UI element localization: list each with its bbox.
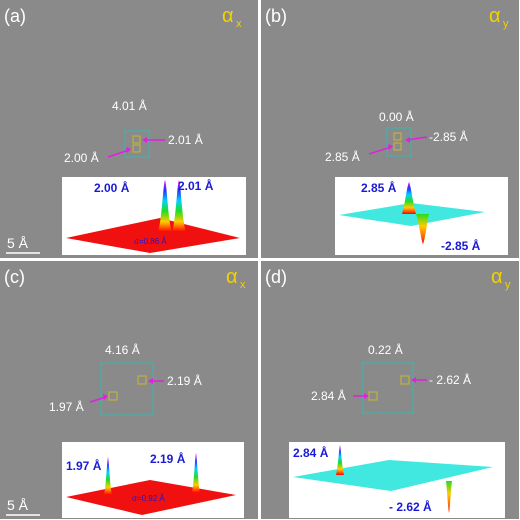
analysis-box: [100, 362, 154, 416]
arrow-left: [89, 396, 107, 403]
alpha-symbol: α: [491, 266, 503, 288]
alpha-subscript: y: [505, 279, 511, 291]
atom-marker-right: [137, 375, 147, 385]
analysis-box: [386, 127, 412, 157]
left-value: 2.85 Å: [325, 149, 360, 164]
panel-d: (d) α y 0.22 Å - 2.62 Å 2.84 Å 2.84 Å - …: [261, 261, 519, 519]
atom-marker-top: [132, 135, 141, 144]
inset-right-value: 2.01 Å: [178, 178, 214, 193]
alpha-subscript: y: [503, 18, 509, 30]
inset-peak-left: [158, 180, 172, 232]
distance-label: 4.16 Å: [105, 342, 140, 357]
inset-peak-left: [104, 457, 112, 495]
inset-peak-down: [416, 214, 429, 244]
alpha-symbol: α: [489, 5, 501, 27]
panel-b: (b) α y 0.00 Å -2.85 Å 2.85 Å 2.85 Å -2.…: [261, 0, 519, 258]
inset-peak-right: [172, 180, 186, 232]
panel-tag: (d): [265, 267, 287, 287]
right-value: 2.19 Å: [167, 373, 202, 388]
scale-bar-label: 5 Å: [7, 497, 29, 513]
inset-right-value: -2.85 Å: [441, 238, 481, 253]
sigma-label: σ=0.92 Å: [132, 494, 165, 503]
atom-marker-left: [108, 391, 118, 401]
alpha-subscript: x: [236, 18, 242, 30]
inset-plane: [339, 203, 485, 226]
panel-a: (a) α x 4.01 Å 2.01 Å 2.00 Å 2.00 Å 2.01…: [0, 0, 258, 258]
atom-marker-right: [400, 375, 410, 385]
inset-left-value: 2.85 Å: [361, 180, 397, 195]
inset-peak-up: [402, 182, 416, 214]
inset-peak-up: [336, 445, 344, 475]
alpha-subscript: x: [240, 279, 246, 291]
arrow-right: [406, 136, 428, 141]
inset-right-value: 2.19 Å: [150, 451, 186, 466]
panel-b-figure: (b) α y 0.00 Å -2.85 Å 2.85 Å 2.85 Å -2.…: [261, 0, 519, 258]
inset-left-value: 2.00 Å: [94, 180, 130, 195]
scale-bar-label: 5 Å: [7, 235, 29, 251]
alpha-symbol: α: [222, 5, 234, 27]
arrow-left: [107, 149, 130, 158]
distance-label: 0.22 Å: [368, 342, 403, 357]
panel-c: (c) α x 4.16 Å 2.19 Å 1.97 Å 1.97 Å 2.19…: [0, 261, 258, 519]
panel-tag: (b): [265, 6, 287, 26]
left-value: 2.00 Å: [64, 150, 99, 165]
atom-marker-bottom: [132, 144, 141, 153]
left-value: 1.97 Å: [49, 399, 84, 414]
arrow-left: [368, 146, 392, 155]
right-value: 2.01 Å: [168, 132, 203, 147]
panel-tag: (a): [4, 6, 26, 26]
left-value: 2.84 Å: [311, 388, 346, 403]
inset-peak-right: [192, 453, 200, 493]
distance-label: 0.00 Å: [379, 109, 414, 124]
distance-label: 4.01 Å: [112, 98, 147, 113]
panel-a-figure: (a) α x 4.01 Å 2.01 Å 2.00 Å 2.00 Å 2.01…: [0, 0, 258, 258]
inset-peak-down: [446, 481, 452, 513]
atom-marker-bottom: [393, 142, 402, 151]
right-value: - 2.62 Å: [429, 372, 471, 387]
panel-d-figure: (d) α y 0.22 Å - 2.62 Å 2.84 Å 2.84 Å - …: [261, 261, 519, 519]
inset-right-value: - 2.62 Å: [389, 499, 432, 514]
analysis-box: [362, 362, 414, 414]
inset-plane: [293, 460, 493, 491]
alpha-symbol: α: [226, 266, 238, 288]
panel-tag: (c): [4, 267, 25, 287]
sigma-label: σ=0.86 Å: [134, 237, 167, 246]
right-value: -2.85 Å: [429, 129, 468, 144]
inset-left-value: 1.97 Å: [66, 458, 102, 473]
panel-c-figure: (c) α x 4.16 Å 2.19 Å 1.97 Å 1.97 Å 2.19…: [0, 261, 258, 519]
inset-plane: [66, 218, 240, 253]
atom-marker-top: [393, 132, 402, 141]
analysis-box: [124, 130, 150, 158]
inset-left-value: 2.84 Å: [293, 445, 329, 460]
